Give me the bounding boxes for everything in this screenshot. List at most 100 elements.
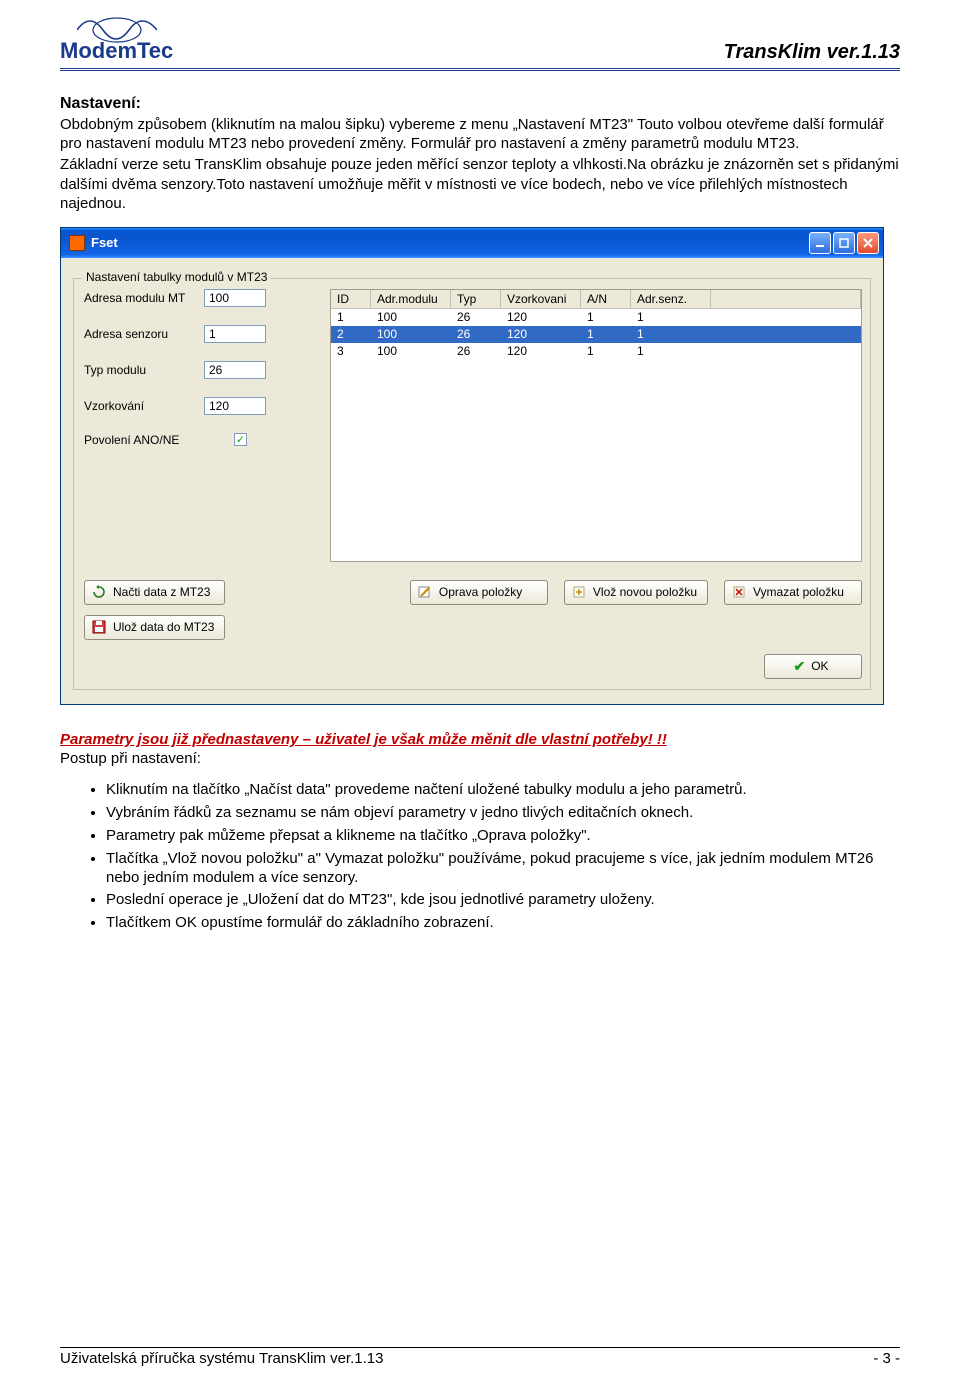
groupbox-title: Nastavení tabulky modulů v MT23 xyxy=(82,270,271,284)
checkbox-povoleni[interactable]: ✓ xyxy=(234,433,247,446)
paragraph-1: Obdobným způsobem (kliknutím na malou ši… xyxy=(60,115,900,153)
list-item: Poslední operace je „Uložení dat do MT23… xyxy=(106,891,900,910)
warning-text: Parametry jsou již přednastaveny – uživa… xyxy=(60,731,900,748)
table-cell: 1 xyxy=(581,309,631,326)
field-vzorkovani: Vzorkování xyxy=(84,397,314,415)
logo-wave-icon xyxy=(77,16,157,44)
field-adresa-senzoru: Adresa senzoru xyxy=(84,325,314,343)
table-cell: 120 xyxy=(501,326,581,343)
field-povoleni: Povolení ANO/NE ✓ xyxy=(84,433,314,447)
input-vzorkovani[interactable] xyxy=(204,397,266,415)
th-an[interactable]: A/N xyxy=(581,290,631,308)
table-body: 110026120112100261201131002612011 xyxy=(331,309,861,381)
insert-icon xyxy=(571,584,587,600)
uloz-button[interactable]: Ulož data do MT23 xyxy=(84,615,225,640)
table-cell: 1 xyxy=(581,326,631,343)
th-adr[interactable]: Adr.modulu xyxy=(371,290,451,308)
table-empty-area xyxy=(331,381,861,561)
table-cell: 100 xyxy=(371,309,451,326)
paragraph-2: Základní verze setu TransKlim obsahuje p… xyxy=(60,155,900,213)
label-povoleni: Povolení ANO/NE xyxy=(84,433,234,447)
ok-label: OK xyxy=(811,659,828,673)
delete-icon xyxy=(731,584,747,600)
app-icon xyxy=(69,235,85,251)
fset-window: Fset Nastavení tabulky modulů v MT23 xyxy=(60,227,884,705)
list-item: Parametry pak můžeme přepsat a klikneme … xyxy=(106,827,900,846)
maximize-button[interactable] xyxy=(833,232,855,254)
table-cell: 1 xyxy=(631,309,711,326)
vloz-button[interactable]: Vlož novou položku xyxy=(564,580,708,605)
footer-right: - 3 - xyxy=(873,1350,900,1367)
oprava-button[interactable]: Oprava položky xyxy=(410,580,548,605)
window-controls xyxy=(809,232,879,254)
table-cell: 1 xyxy=(631,343,711,360)
module-table: ID Adr.modulu Typ Vzorkovani A/N Adr.sen… xyxy=(330,289,862,562)
list-item: Vybráním řádků za seznamu se nám objeví … xyxy=(106,804,900,823)
oprava-label: Oprava položky xyxy=(439,585,522,599)
fields-column: Adresa modulu MT Adresa senzoru Typ modu… xyxy=(84,289,314,562)
table-cell: 26 xyxy=(451,343,501,360)
minimize-button[interactable] xyxy=(809,232,831,254)
edit-icon xyxy=(417,584,433,600)
table-cell: 26 xyxy=(451,309,501,326)
table-cell: 1 xyxy=(631,326,711,343)
after-warning-text: Postup při nastavení: xyxy=(60,750,900,767)
section-heading: Nastavení: xyxy=(60,95,900,113)
table-cell: 26 xyxy=(451,326,501,343)
uloz-label: Ulož data do MT23 xyxy=(113,620,214,634)
label-typ-modulu: Typ modulu xyxy=(84,363,204,377)
label-vzorkovani: Vzorkování xyxy=(84,399,204,413)
list-item: Kliknutím na tlačítko „Načíst data" prov… xyxy=(106,781,900,800)
close-button[interactable] xyxy=(857,232,879,254)
input-typ-modulu[interactable] xyxy=(204,361,266,379)
vymaz-label: Vymazat položku xyxy=(753,585,844,599)
table-cell: 1 xyxy=(581,343,631,360)
field-typ-modulu: Typ modulu xyxy=(84,361,314,379)
check-icon: ✔ xyxy=(793,658,805,675)
window-title: Fset xyxy=(91,235,809,250)
table-header: ID Adr.modulu Typ Vzorkovani A/N Adr.sen… xyxy=(331,290,861,309)
table-cell: 3 xyxy=(331,343,371,360)
window-body: Nastavení tabulky modulů v MT23 Adresa m… xyxy=(61,258,883,704)
groupbox: Nastavení tabulky modulů v MT23 Adresa m… xyxy=(73,278,871,690)
close-icon xyxy=(863,238,873,248)
nacti-button[interactable]: Načti data z MT23 xyxy=(84,580,225,605)
input-adresa-modulu[interactable] xyxy=(204,289,266,307)
vymaz-button[interactable]: Vymazat položku xyxy=(724,580,862,605)
table-cell: 100 xyxy=(371,343,451,360)
maximize-icon xyxy=(839,238,849,248)
nacti-label: Načti data z MT23 xyxy=(113,585,210,599)
table-cell: 100 xyxy=(371,326,451,343)
table-row[interactable]: 31002612011 xyxy=(331,343,861,360)
button-row: Načti data z MT23 Ulož data do MT23 xyxy=(84,580,862,640)
th-id[interactable]: ID xyxy=(331,290,371,308)
bullet-list: Kliknutím na tlačítko „Načíst data" prov… xyxy=(106,781,900,933)
table-cell: 120 xyxy=(501,309,581,326)
th-typ[interactable]: Typ xyxy=(451,290,501,308)
ok-button[interactable]: ✔ OK xyxy=(764,654,862,679)
document-title: TransKlim ver.1.13 xyxy=(724,41,900,64)
table-cell: 2 xyxy=(331,326,371,343)
th-pad xyxy=(711,290,861,308)
table-cell: 120 xyxy=(501,343,581,360)
table-cell: 1 xyxy=(331,309,371,326)
footer-left: Uživatelská příručka systému TransKlim v… xyxy=(60,1350,383,1367)
table-row[interactable]: 11002612011 xyxy=(331,309,861,326)
label-adresa-senzoru: Adresa senzoru xyxy=(84,327,204,341)
page-footer: Uživatelská příručka systému TransKlim v… xyxy=(60,1347,900,1367)
minimize-icon xyxy=(815,238,825,248)
page-header: ModemTec TransKlim ver.1.13 xyxy=(60,20,900,71)
table-row[interactable]: 21002612011 xyxy=(331,326,861,343)
list-item: Tlačítkem OK opustíme formulář do základ… xyxy=(106,914,900,933)
input-adresa-senzoru[interactable] xyxy=(204,325,266,343)
save-icon xyxy=(91,619,107,635)
table-column: ID Adr.modulu Typ Vzorkovani A/N Adr.sen… xyxy=(330,289,862,562)
list-item: Tlačítka „Vlož novou položku" a" Vymazat… xyxy=(106,850,900,888)
label-adresa-modulu: Adresa modulu MT xyxy=(84,291,204,305)
logo: ModemTec xyxy=(60,20,173,64)
vloz-label: Vlož novou položku xyxy=(593,585,697,599)
refresh-icon xyxy=(91,584,107,600)
th-vz[interactable]: Vzorkovani xyxy=(501,290,581,308)
th-as[interactable]: Adr.senz. xyxy=(631,290,711,308)
titlebar[interactable]: Fset xyxy=(61,228,883,258)
